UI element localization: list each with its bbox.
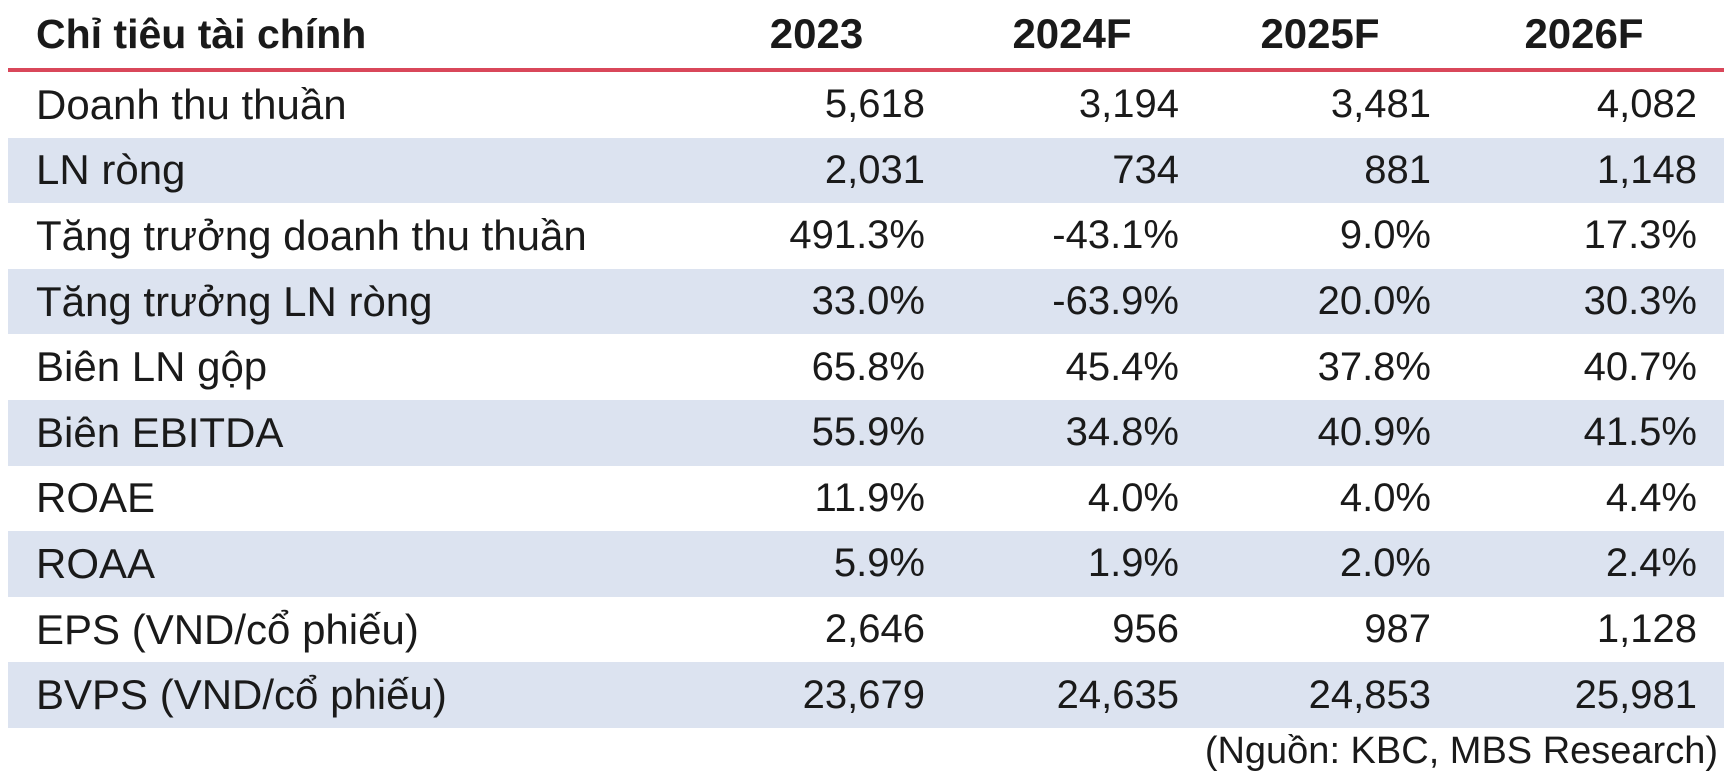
row-label: Tăng trưởng doanh thu thuần [36,211,587,259]
row-value: 40.7% [1583,344,1697,389]
row-value: 987 [1364,607,1431,652]
row-label: EPS (VND/cổ phiếu) [36,605,419,653]
row-value: 4.4% [1605,475,1697,520]
row-value: 2,646 [824,607,925,652]
row-value: 1,128 [1596,607,1697,652]
table-row: BVPS (VND/cổ phiếu) 23,679 24,635 24,853 25,… [8,662,1724,728]
table-row: ROAA 5.9% 1.9% 2.0% 2.4% [8,531,1724,597]
header-label: Chỉ tiêu tài chính [36,10,367,57]
table-row: Doanh thu thuần 5,618 3,194 3,481 4,082 [8,72,1724,138]
row-value: 55.9% [811,410,925,455]
row-value: 40.9% [1317,410,1431,455]
row-label: Tăng trưởng LN ròng [36,277,433,325]
table-row: EPS (VND/cổ phiếu) 2,646 956 987 1,128 [8,597,1724,663]
table-row: Biên LN gộp 65.8% 45.4% 37.8% 40.7% [8,334,1724,400]
header-year-2025f: 2025F [1260,10,1380,57]
row-value: 24,635 [1056,672,1179,717]
row-value: 33.0% [811,279,925,324]
row-label: ROAA [36,539,156,587]
table-row: Tăng trưởng LN ròng 33.0% -63.9% 20.0% 30.3% [8,268,1724,335]
row-value: 9.0% [1339,213,1431,258]
row-value: 2.0% [1339,541,1431,586]
table-row: ROAE 11.9% 4.0% 4.0% 4.4% [8,466,1724,532]
table-header: Chỉ tiêu tài chính 2023 2024F 2025F 2026… [8,0,1724,72]
row-value: 2.4% [1605,541,1697,586]
row-value: 30.3% [1583,279,1697,324]
row-label: Biên LN gộp [36,343,268,391]
source-note: (Nguồn: KBC, MBS Research) [1204,730,1718,772]
row-value: 25,981 [1574,672,1697,717]
row-value: 956 [1112,607,1179,652]
row-value: 4,082 [1596,82,1697,127]
row-value: 24,853 [1308,672,1431,717]
table-row: Biên EBITDA 55.9% 34.8% 40.9% 41.5% [8,399,1724,466]
financial-table: Chỉ tiêu tài chính 2023 2024F 2025F 2026… [8,0,1724,728]
header-year-2024f: 2024F [1012,10,1132,57]
row-label: Biên EBITDA [36,408,284,456]
row-value: 65.8% [811,344,925,389]
row-value: 491.3% [789,213,925,258]
table-row: LN ròng 2,031 734 881 1,148 [8,137,1724,204]
table-body: Doanh thu thuần 5,618 3,194 3,481 4,082 LN rò… [8,72,1724,728]
header-year-2026f: 2026F [1524,10,1644,57]
row-value: 5,618 [824,82,925,127]
row-value: 4.0% [1339,475,1431,520]
row-value: 34.8% [1065,410,1179,455]
row-value: 881 [1364,147,1431,192]
row-value: 11.9% [814,475,925,520]
row-value: 3,481 [1330,82,1431,127]
row-value: 41.5% [1583,410,1697,455]
row-value: 1.9% [1087,541,1179,586]
header-year-2023: 2023 [769,10,864,57]
row-label: BVPS (VND/cổ phiếu) [36,671,447,719]
row-value: 4.0% [1087,475,1179,520]
row-value: 17.3% [1583,213,1697,258]
row-value: 734 [1112,147,1179,192]
row-value: 3,194 [1078,82,1179,127]
row-label: ROAE [36,474,156,522]
row-value: 20.0% [1317,279,1431,324]
row-value: 37.8% [1317,344,1431,389]
row-value: 23,679 [802,672,925,717]
row-value: 1,148 [1596,147,1697,192]
row-value: 2,031 [824,147,925,192]
row-value: 45.4% [1065,344,1179,389]
table-row: Tăng trưởng doanh thu thuần 491.3% -43.1% 9… [8,203,1724,269]
row-value: 5.9% [833,541,925,586]
row-label: LN ròng [36,146,186,194]
row-label: Doanh thu thuần [36,80,347,128]
row-value: -43.1% [1052,213,1179,258]
row-value: -63.9% [1052,279,1179,324]
